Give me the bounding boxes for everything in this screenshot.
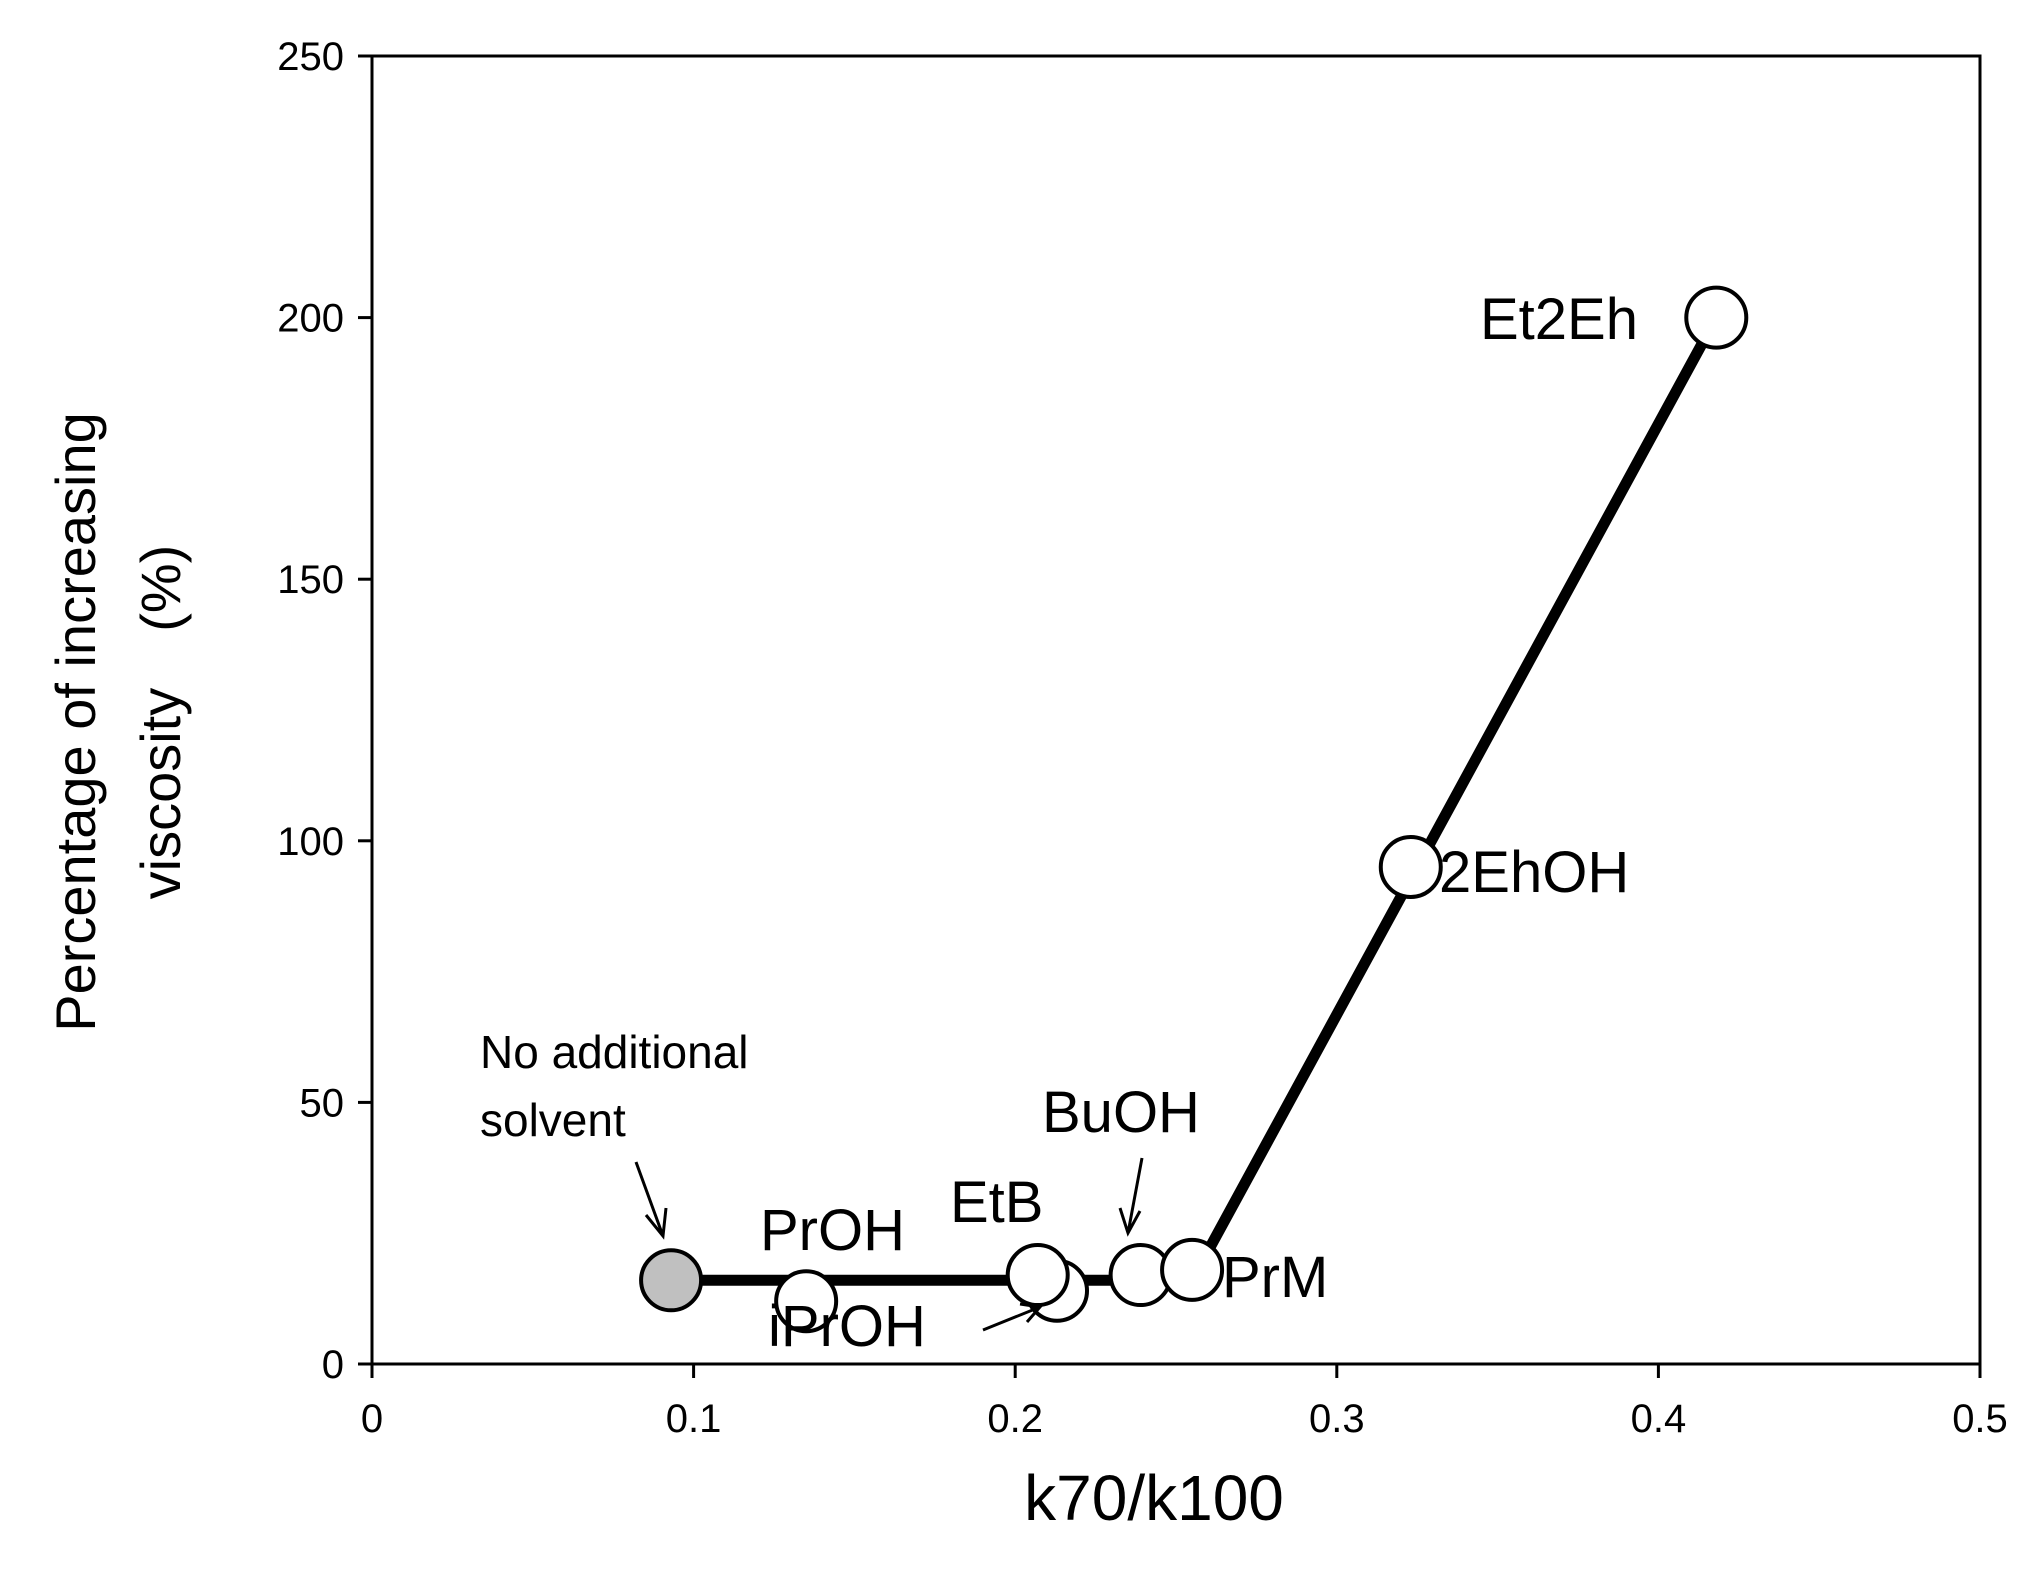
point-label-buOH: BuOH [1042,1080,1200,1145]
x-tick-label: 0.3 [1309,1397,1365,1441]
y-axis-title: Percentage of increasing viscosity (%) [44,412,192,1032]
x-tick-label: 0.1 [666,1397,722,1441]
y-tick-label: 0 [322,1343,344,1387]
annotation-line-1: No additional [480,1026,749,1078]
y-axis-ticks: 0 50 100 150 200 250 [277,35,372,1387]
y-axis-title-line-1: Percentage of increasing [44,412,107,1032]
data-point-2ehoh [1378,834,1443,899]
point-label-prOH: PrOH [760,1198,905,1263]
data-point-etb [1005,1243,1070,1308]
point-label-etB: EtB [950,1170,1044,1235]
annotation-arrows [634,1157,1144,1332]
data-point-et2eh [1684,285,1749,350]
arrow-buOH [1118,1157,1144,1237]
point-labels: PrOH iPrOH EtB BuOH PrM 2EhOH Et2Eh [760,287,1638,1359]
point-label-prM: PrM [1222,1245,1328,1310]
y-tick-label: 50 [300,1081,345,1125]
x-tick-label: 0.5 [1952,1397,2008,1441]
x-tick-label: 0.4 [1631,1397,1687,1441]
data-point-prm [1160,1237,1225,1302]
x-axis-ticks: 0 0.1 0.2 0.3 0.4 0.5 [361,1364,2008,1441]
annotation-no-additional-solvent: No additional solvent [480,1026,749,1146]
data-point-proh [774,1269,839,1334]
x-axis-title: k70/k100 [1024,1462,1284,1534]
arrow-no-additional-solvent [634,1161,668,1240]
y-tick-label: 200 [277,297,344,341]
x-tick-label: 0.2 [987,1397,1043,1441]
y-tick-label: 100 [277,820,344,864]
x-tick-label: 0 [361,1397,383,1441]
point-label-2ehOH: 2EhOH [1439,840,1629,905]
arrow-iprOH [982,1302,1043,1332]
point-label-et2Eh: Et2Eh [1480,287,1638,352]
data-point-layer [639,285,1749,1334]
y-axis-title-line-2: viscosity (%) [129,545,192,900]
data-point-no-additional-solvent [639,1248,704,1313]
y-tick-label: 150 [277,558,344,602]
point-label-iprOH: iPrOH [768,1294,926,1359]
y-tick-label: 250 [277,35,344,79]
plot-area-frame [370,54,1982,1366]
annotation-line-2: solvent [480,1094,626,1146]
